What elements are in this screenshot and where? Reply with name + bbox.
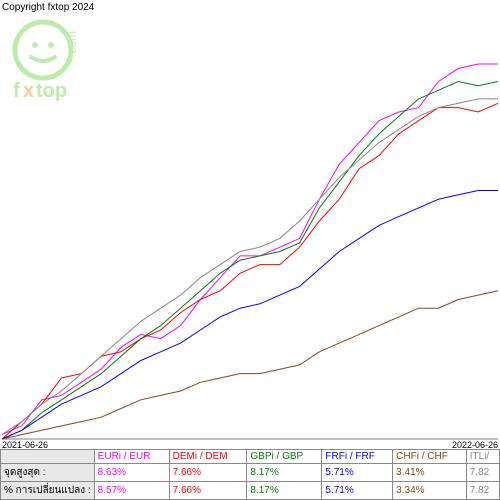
fxtop-logo: .com f x top [8, 15, 118, 110]
row-label: % การเปลี่ยนแปลง : [1, 482, 95, 500]
svg-text:top: top [36, 80, 67, 102]
svg-text:.com: .com [65, 31, 79, 57]
table-cell: 8.17% [247, 464, 322, 482]
series-DEMi/DEM [2, 103, 498, 439]
table-cell: 8.63% [94, 464, 169, 482]
series-CHFi/CHF [2, 291, 498, 439]
table-cell: 7.66% [169, 482, 247, 500]
col-header: ITLi/ [466, 450, 499, 464]
svg-text:f: f [13, 80, 20, 102]
summary-table: EURi / EURDEMi / DEMGBPi / GBPFRFi / FRF… [0, 449, 500, 500]
copyright-text: Copyright fxtop 2024 [2, 2, 94, 13]
table-cell: 5.71% [322, 464, 393, 482]
series-ITLi [2, 99, 498, 435]
row-label: จุดสูงสุด : [1, 464, 95, 482]
col-header: FRFi / FRF [322, 450, 393, 464]
col-header: DEMi / DEM [169, 450, 247, 464]
table-cell: 3.34% [393, 482, 467, 500]
col-header: EURi / EUR [94, 450, 169, 464]
col-header: CHFi / CHF [393, 450, 467, 464]
table-cell: 5.71% [322, 482, 393, 500]
table-cell: 8.57% [94, 482, 169, 500]
table-cell: 7.82 [466, 482, 499, 500]
series-FRFi/FRF [2, 191, 498, 440]
col-header: GBPi / GBP [247, 450, 322, 464]
table-cell: 8.17% [247, 482, 322, 500]
svg-text:x: x [23, 80, 34, 102]
table-cell: 7.66% [169, 464, 247, 482]
table-cell: 7.82 [466, 464, 499, 482]
table-cell: 3.41% [393, 464, 467, 482]
